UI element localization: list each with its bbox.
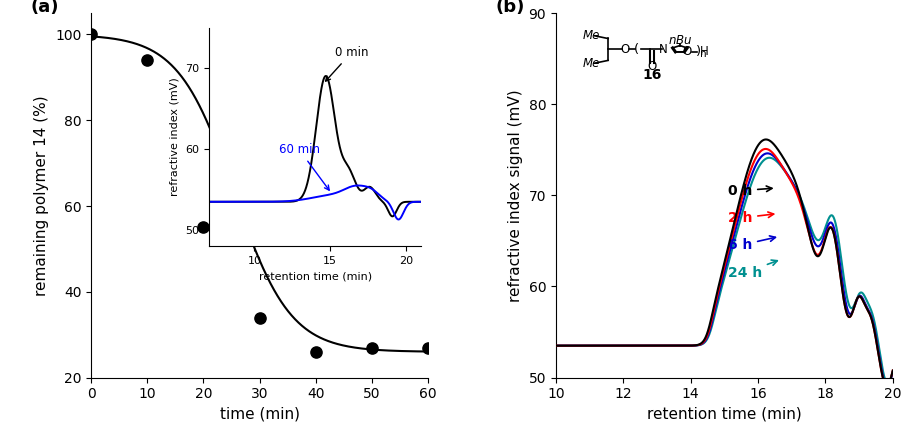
Text: (: ( — [633, 43, 639, 56]
Point — [196, 224, 210, 231]
Text: O: O — [620, 43, 630, 56]
Point — [140, 57, 155, 64]
Text: 24 h: 24 h — [728, 260, 777, 280]
Point — [421, 344, 435, 351]
Text: 2 h: 2 h — [728, 211, 773, 225]
Text: Me: Me — [583, 30, 600, 42]
Text: $n$Bu: $n$Bu — [668, 34, 692, 47]
Point — [364, 344, 379, 351]
Text: H: H — [700, 45, 709, 58]
X-axis label: time (min): time (min) — [220, 407, 300, 422]
Text: ): ) — [696, 45, 701, 58]
Text: O: O — [648, 60, 657, 73]
Text: Me: Me — [583, 57, 600, 69]
Point — [308, 349, 322, 355]
Text: N: N — [660, 43, 668, 56]
Point — [252, 314, 267, 321]
Y-axis label: refractive index signal (mV): refractive index signal (mV) — [508, 89, 523, 302]
Text: 0 h: 0 h — [728, 184, 772, 198]
Text: n: n — [700, 49, 706, 59]
Text: (b): (b) — [496, 0, 525, 16]
Text: 6 h: 6 h — [728, 236, 775, 253]
Text: (a): (a) — [30, 0, 59, 16]
X-axis label: retention time (min): retention time (min) — [647, 407, 802, 422]
Text: 16: 16 — [642, 68, 661, 82]
Text: O: O — [682, 45, 691, 58]
Point — [84, 31, 98, 38]
Y-axis label: remaining polymer 14 (%): remaining polymer 14 (%) — [35, 95, 49, 296]
